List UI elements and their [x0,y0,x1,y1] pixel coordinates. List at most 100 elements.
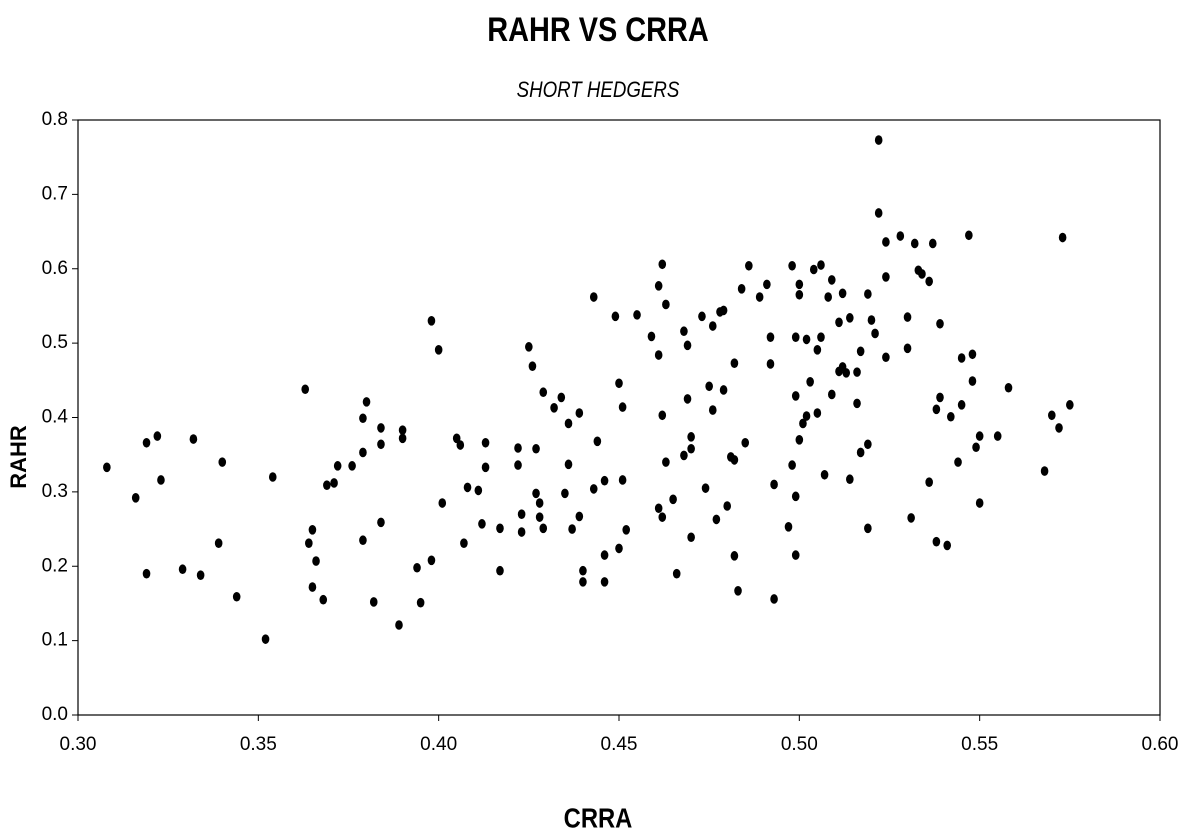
chart-subtitle: SHORT HEDGERS [517,78,680,102]
point [968,349,977,360]
point [910,238,919,249]
point [755,292,764,302]
point [993,431,1002,441]
point [770,479,778,490]
point [214,538,223,548]
point [708,405,717,415]
point [813,408,822,418]
point [218,457,227,467]
point [561,488,569,499]
point [975,498,984,508]
point [474,485,483,496]
point [532,488,540,499]
point [723,501,731,511]
point [687,432,695,442]
point [398,433,407,444]
y-axis-label: RAHR [6,425,31,489]
point [514,460,522,470]
point [791,491,800,502]
point [882,272,890,282]
x-tick-label: 0.35 [240,734,277,755]
point [835,317,843,328]
point [654,503,663,514]
point [1066,400,1074,410]
point [395,620,403,630]
point [463,482,472,493]
point [413,562,421,573]
point [359,413,367,424]
point [853,367,861,377]
point [683,394,692,404]
point [687,443,695,454]
point [918,269,926,279]
point [907,513,915,523]
point [600,550,609,560]
point [838,288,847,299]
point [1048,410,1056,421]
point [975,431,984,441]
point [932,536,941,547]
point [658,512,667,522]
point [398,425,407,435]
point [456,440,465,450]
point [532,443,540,454]
point [654,350,663,360]
point [864,439,872,450]
point [517,509,526,519]
point [579,565,587,576]
point [496,565,504,576]
point [867,315,876,325]
point [809,264,818,275]
point [827,389,836,400]
point [672,568,681,579]
point [705,381,713,392]
point [932,404,941,415]
point [359,535,367,546]
point [481,437,490,448]
point [882,352,890,363]
point [871,328,879,339]
point [788,260,796,271]
point [683,340,692,351]
point [687,532,695,543]
point [305,538,313,548]
point [680,450,688,461]
point [965,230,973,241]
point [460,538,468,548]
point [954,457,962,467]
point [943,540,952,551]
point [820,469,829,480]
point [359,447,367,458]
point [528,361,537,371]
y-tick-label: 0.8 [42,109,68,130]
point [903,312,912,322]
y-tick-label: 0.0 [42,704,68,725]
point [957,353,966,363]
point [730,455,739,465]
point [827,275,836,285]
point [308,582,317,592]
point [719,385,728,395]
point [784,522,793,532]
point [593,436,602,447]
point [654,281,663,291]
point [864,523,872,534]
point [575,408,584,418]
y-tick-label: 0.6 [42,258,68,279]
point [968,376,977,386]
point [178,564,187,575]
point [791,391,800,401]
point [142,437,151,448]
point [525,342,533,352]
point [1058,232,1067,243]
point [669,494,677,505]
point [662,457,670,467]
point [712,514,721,525]
point [189,434,198,444]
x-tick-label: 0.40 [420,734,457,755]
point [539,523,548,534]
point [600,475,609,486]
point [766,359,775,369]
point [600,577,609,587]
